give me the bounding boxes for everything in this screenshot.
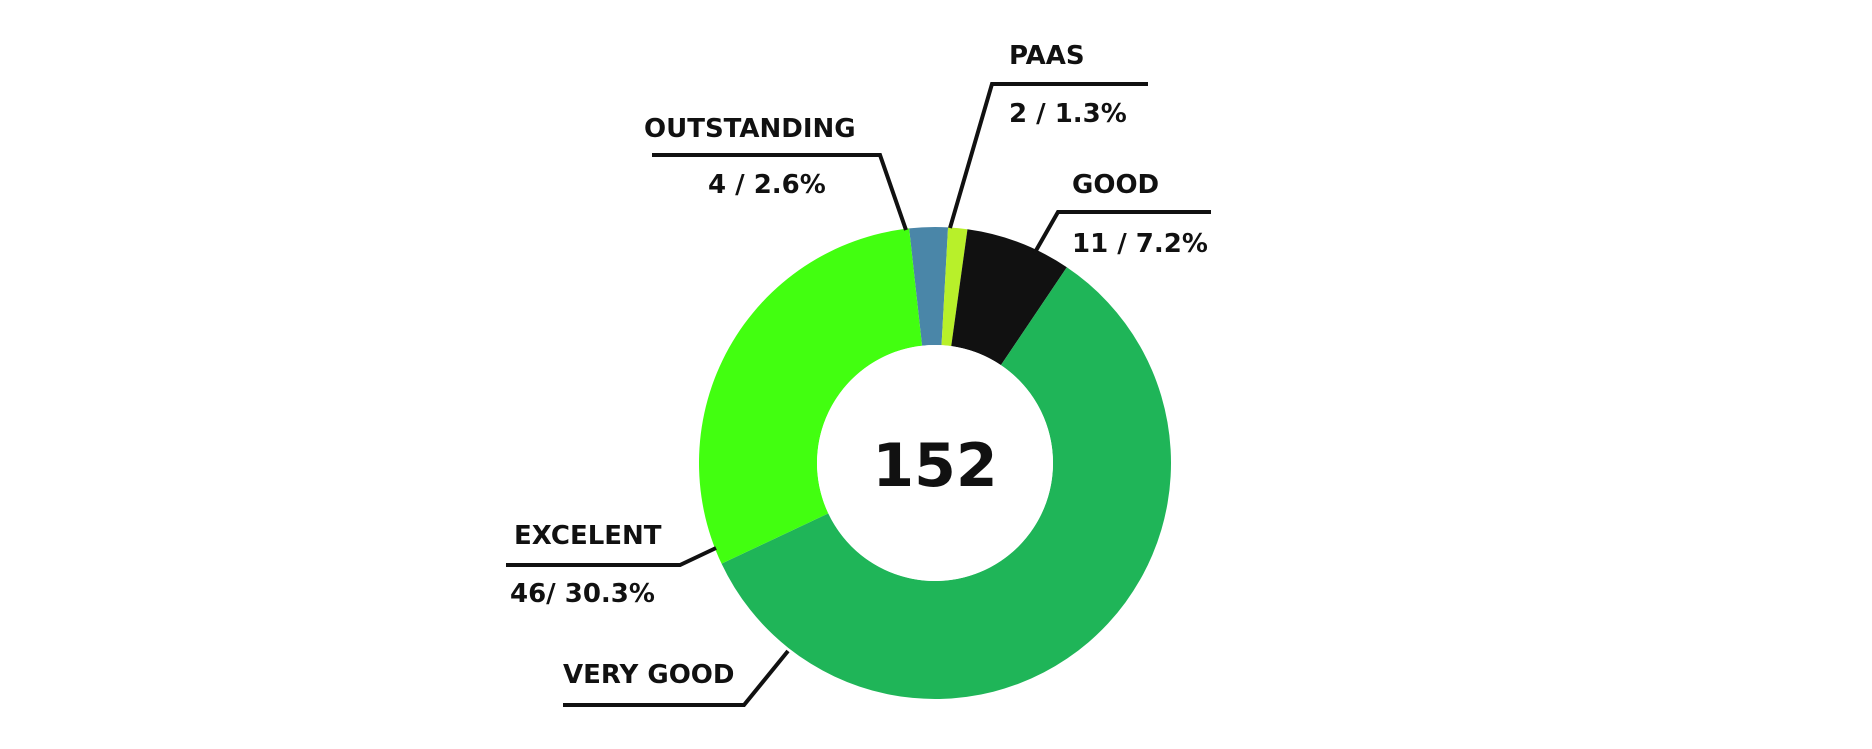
leader-line-good <box>1032 210 1211 255</box>
leader-line-excelent <box>506 546 717 567</box>
label-outstanding-value: 4 / 2.6% <box>708 170 826 200</box>
label-paas-value: 2 / 1.3% <box>1009 99 1127 129</box>
label-paas-category: PAAS <box>1009 41 1085 71</box>
leader-line-outstanding <box>652 153 908 231</box>
label-good-category: GOOD <box>1072 170 1159 200</box>
label-excelent-value: 46/ 30.3% <box>510 579 655 609</box>
donut-hole <box>817 345 1053 581</box>
slice-excelent <box>699 228 923 564</box>
label-good-value: 11 / 7.2% <box>1072 229 1208 259</box>
slice-paas <box>941 227 968 347</box>
label-very-good-category: VERY GOOD <box>563 660 735 690</box>
leader-line-paas <box>948 82 1148 229</box>
leader-line-very-good <box>563 649 790 707</box>
slice-outstanding <box>909 227 949 346</box>
label-outstanding-category: OUTSTANDING <box>644 114 856 144</box>
slice-very-good <box>721 267 1171 699</box>
donut-slices <box>699 227 1171 699</box>
label-excelent-category: EXCELENT <box>514 521 662 551</box>
total-count: 152 <box>872 431 997 501</box>
slice-good <box>951 229 1067 366</box>
